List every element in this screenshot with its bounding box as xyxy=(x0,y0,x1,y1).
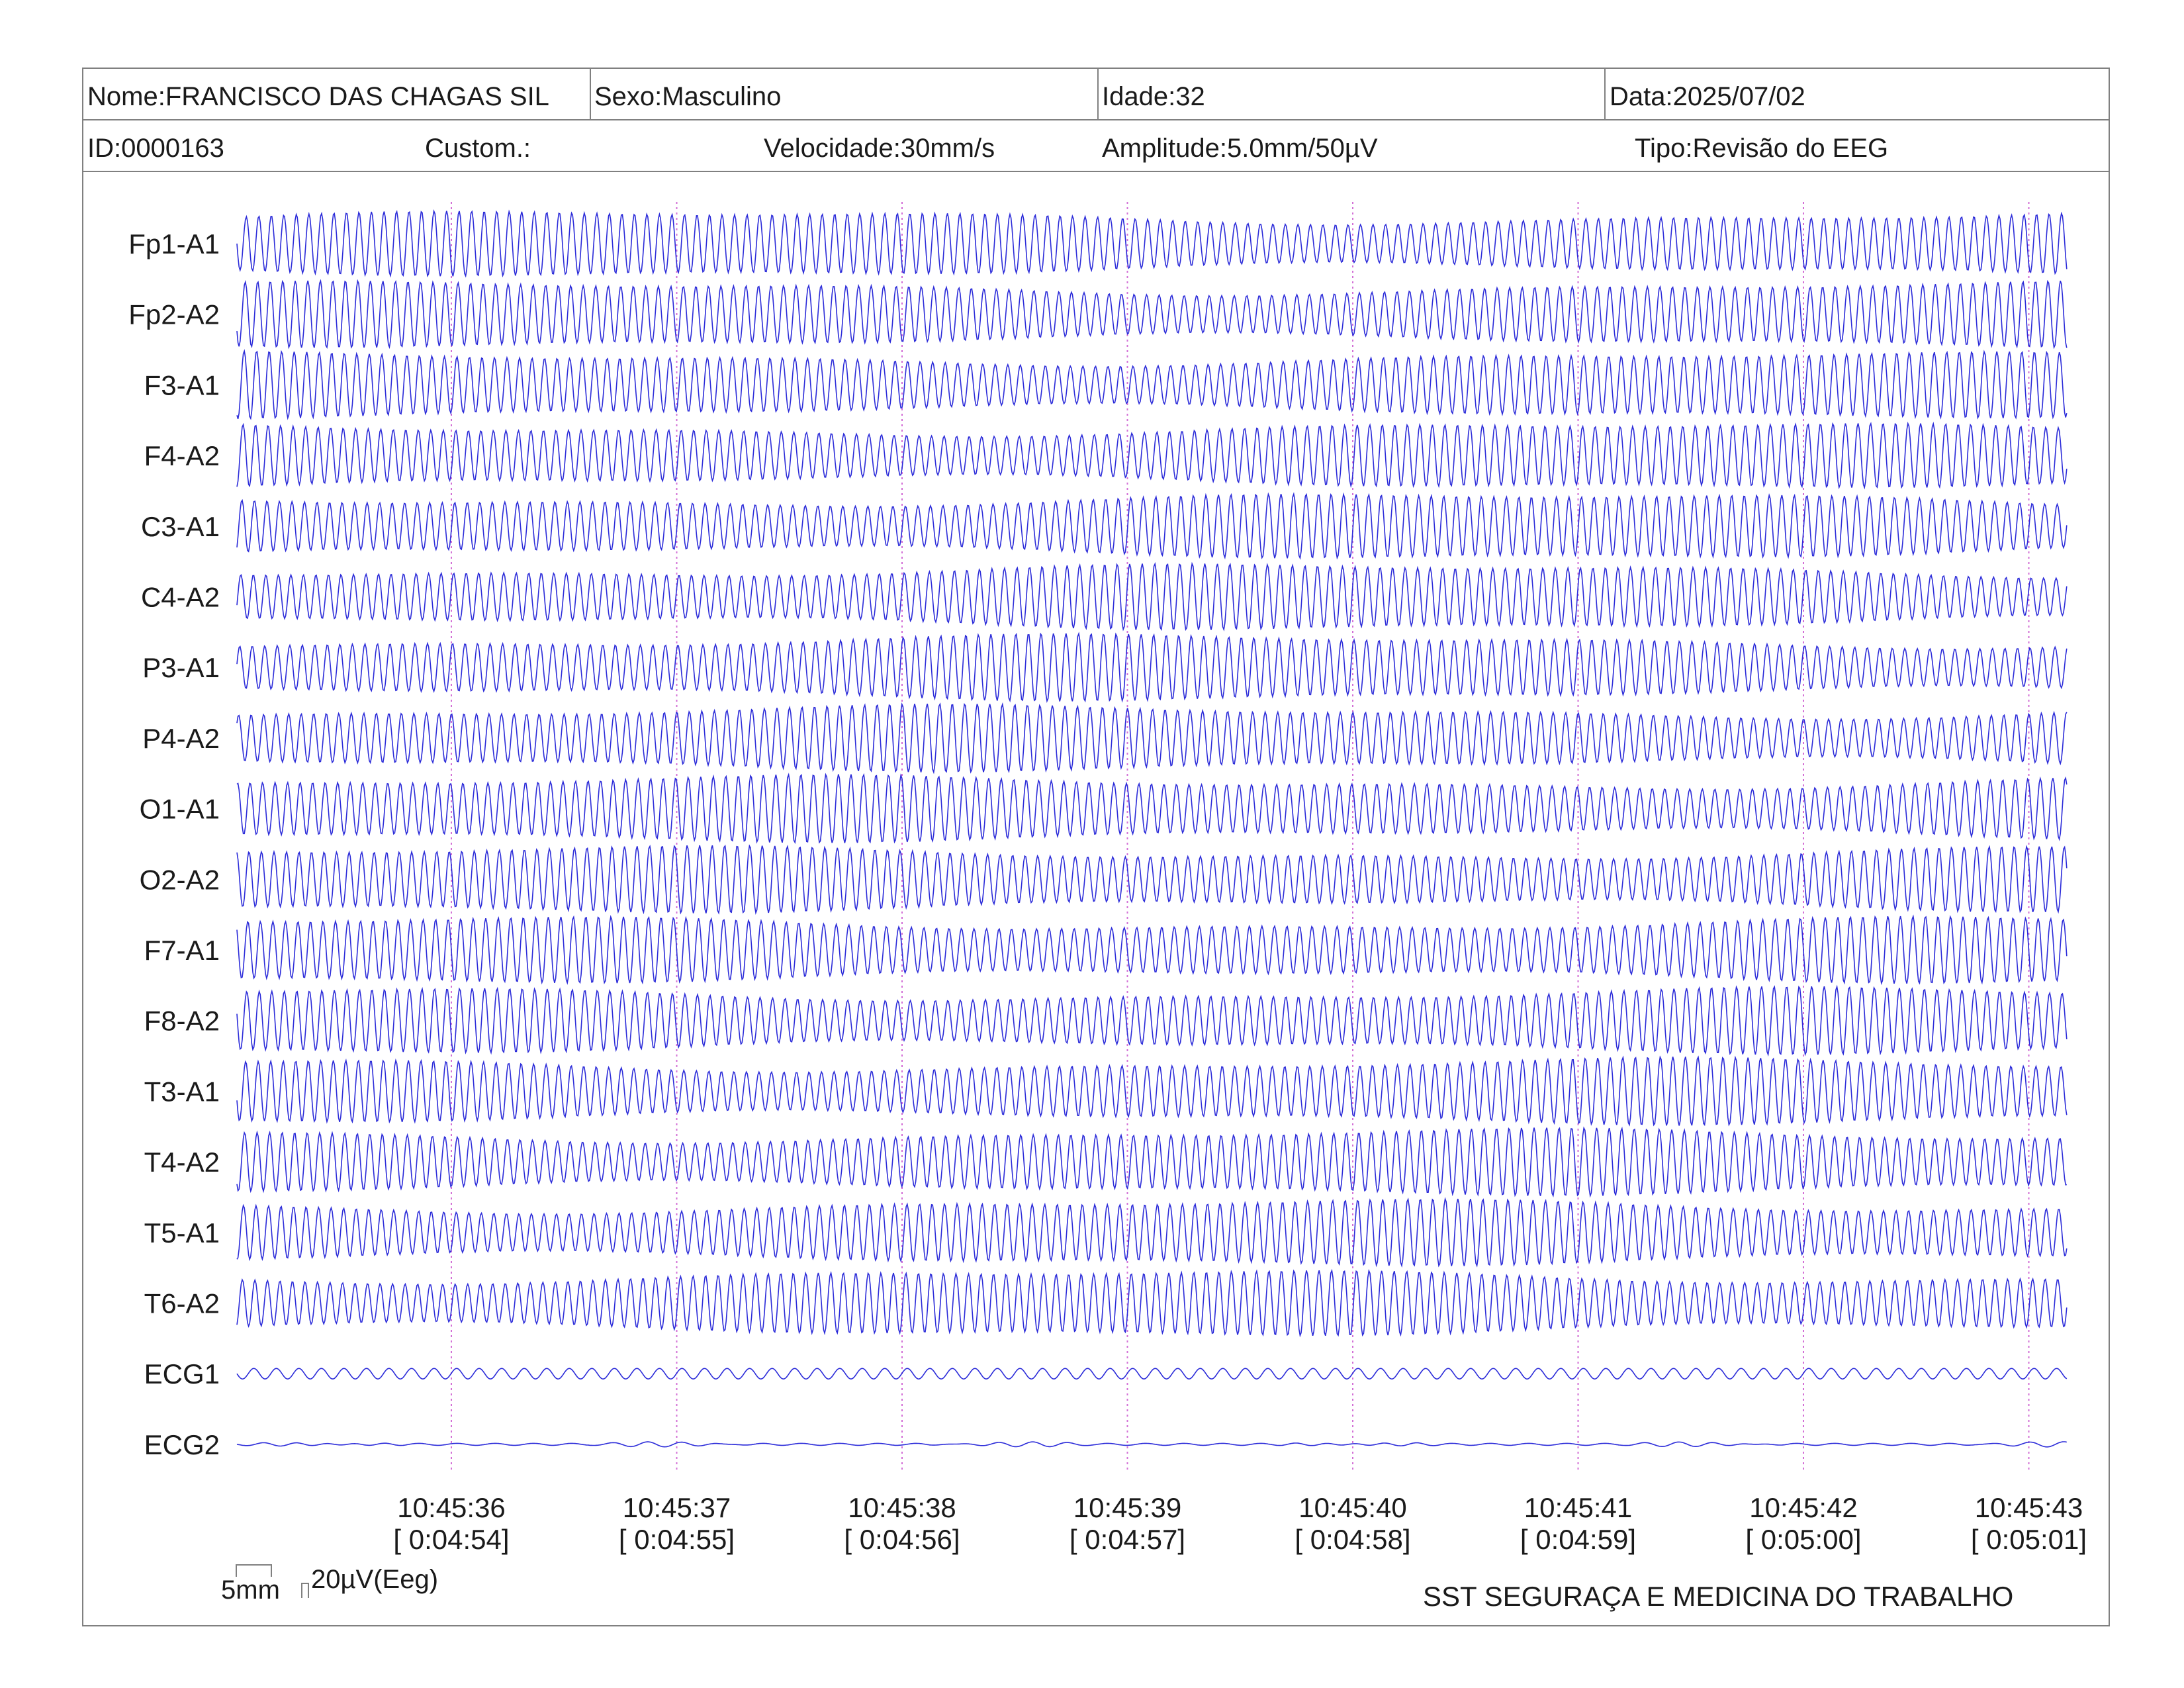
time-label-clock: 10:45:42 xyxy=(1749,1492,1858,1523)
time-label-elapsed: [ 0:05:00] xyxy=(1745,1524,1861,1555)
header-col-divider-3 xyxy=(1604,68,1606,119)
time-label-clock: 10:45:38 xyxy=(848,1492,956,1523)
channel-label-fp2-a2: Fp2-A2 xyxy=(128,299,220,330)
report-frame xyxy=(82,68,2110,1626)
trace-t6-a2 xyxy=(236,1268,2068,1338)
trace-f3-a1 xyxy=(236,349,2068,420)
patient-name: Nome:FRANCISCO DAS CHAGAS SIL xyxy=(87,82,549,111)
time-label-elapsed: [ 0:04:56] xyxy=(844,1524,960,1555)
time-labels: 10:45:36[ 0:04:54] 10:45:37[ 0:04:55] 10:4… xyxy=(393,1492,2087,1555)
trace-f8-a2 xyxy=(236,984,2068,1057)
time-label-elapsed: [ 0:04:58] xyxy=(1295,1524,1410,1555)
speed-field: Velocidade:30mm/s xyxy=(764,134,995,163)
time-label-clock: 10:45:36 xyxy=(397,1492,506,1523)
trace-c3-a1 xyxy=(236,492,2068,560)
header-col-divider-2 xyxy=(1097,68,1099,119)
channel-label-p3-a1: P3-A1 xyxy=(142,652,220,683)
channel-label-o2-a2: O2-A2 xyxy=(140,864,220,895)
trace-t4-a2 xyxy=(236,1126,2067,1198)
channel-label-o1-a1: O1-A1 xyxy=(140,794,220,825)
channel-label-c4-a2: C4-A2 xyxy=(141,582,220,613)
channel-label-t6-a2: T6-A2 xyxy=(144,1288,220,1319)
trace-f7-a1 xyxy=(236,914,2068,986)
channel-labels: Fp1-A1 Fp2-A2 F3-A1 F4-A2 C3-A1 C4-A2 P3-A1 P4-… xyxy=(128,228,220,1460)
trace-c4-a2 xyxy=(236,561,2068,632)
exam-date: Data:2025/07/02 xyxy=(1610,82,1805,111)
channel-label-ecg1: ECG1 xyxy=(144,1358,220,1389)
scale-uv-label: 20µV(Eeg) xyxy=(311,1565,439,1594)
time-label-elapsed: [ 0:04:55] xyxy=(619,1524,735,1555)
exam-type: Tipo:Revisão do EEG xyxy=(1635,134,1889,163)
channel-label-f7-a1: F7-A1 xyxy=(144,935,220,966)
header-divider-2 xyxy=(82,171,2110,172)
time-label-elapsed: [ 0:05:01] xyxy=(1971,1524,2087,1555)
channel-label-t5-a1: T5-A1 xyxy=(144,1217,220,1248)
trace-fp1-a1 xyxy=(236,209,2068,278)
time-marker-lines xyxy=(451,202,2030,1471)
header-divider-1 xyxy=(82,119,2110,120)
scale-mm-label: 5mm xyxy=(221,1575,280,1605)
channel-label-f8-a2: F8-A2 xyxy=(144,1006,220,1037)
trace-fp2-a2 xyxy=(236,279,2068,350)
trace-p3-a1 xyxy=(236,632,2068,704)
trace-t3-a1 xyxy=(236,1055,2068,1127)
channel-label-ecg2: ECG2 xyxy=(144,1429,220,1460)
time-label-elapsed: [ 0:04:57] xyxy=(1069,1524,1185,1555)
company-name: SST SEGURAÇA E MEDICINA DO TRABALHO xyxy=(1423,1581,2014,1612)
scale-bar xyxy=(236,1564,309,1598)
trace-f4-a2 xyxy=(236,421,2068,490)
patient-sex: Sexo:Masculino xyxy=(594,82,782,111)
trace-t5-a1 xyxy=(236,1197,2068,1268)
eeg-traces xyxy=(236,209,2068,1448)
channel-label-t4-a2: T4-A2 xyxy=(144,1147,220,1178)
time-label-clock: 10:45:43 xyxy=(1975,1492,2083,1523)
patient-id: ID:0000163 xyxy=(87,134,224,163)
trace-ecg1 xyxy=(236,1368,2068,1380)
trace-o2-a2 xyxy=(236,844,2068,915)
time-label-clock: 10:45:37 xyxy=(623,1492,731,1523)
channel-label-t3-a1: T3-A1 xyxy=(144,1076,220,1107)
channel-label-f4-a2: F4-A2 xyxy=(144,440,220,471)
patient-age: Idade:32 xyxy=(1102,82,1205,111)
trace-ecg2 xyxy=(236,1441,2067,1448)
channel-label-fp1-a1: Fp1-A1 xyxy=(128,228,220,259)
time-label-clock: 10:45:39 xyxy=(1073,1492,1182,1523)
time-label-elapsed: [ 0:04:59] xyxy=(1520,1524,1636,1555)
trace-o1-a1 xyxy=(236,773,2068,845)
time-label-clock: 10:45:41 xyxy=(1524,1492,1633,1523)
channel-label-p4-a2: P4-A2 xyxy=(142,723,220,754)
time-label-elapsed: [ 0:04:54] xyxy=(393,1524,509,1555)
header-col-divider-1 xyxy=(590,68,591,119)
custom-field: Custom.: xyxy=(425,134,531,163)
time-label-clock: 10:45:40 xyxy=(1298,1492,1407,1523)
amplitude-field: Amplitude:5.0mm/50µV xyxy=(1102,134,1378,163)
trace-p4-a2 xyxy=(236,702,2068,774)
channel-label-f3-a1: F3-A1 xyxy=(144,369,220,400)
channel-label-c3-a1: C3-A1 xyxy=(141,511,220,542)
